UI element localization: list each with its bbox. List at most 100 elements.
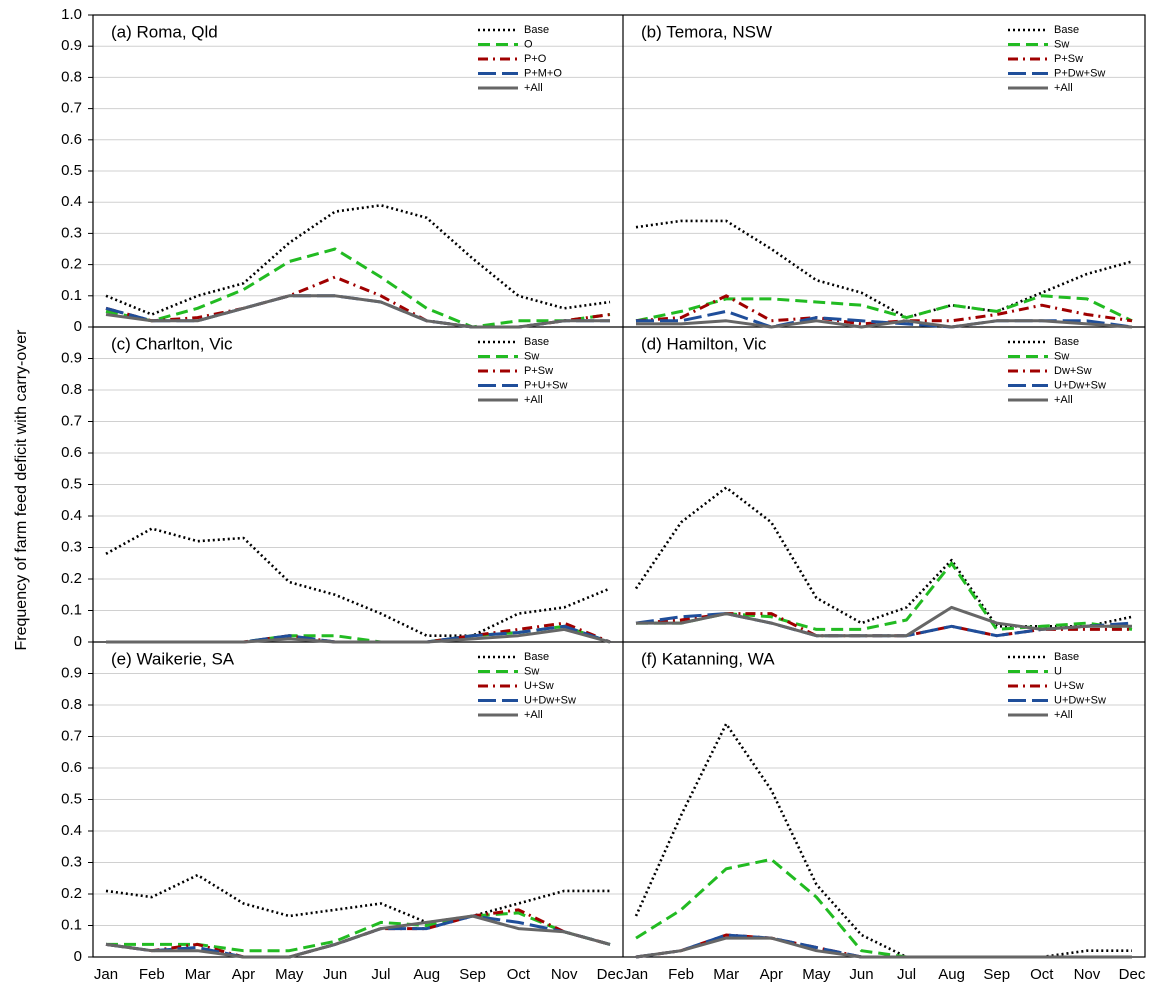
y-tick-label: 0.6 — [61, 131, 82, 148]
legend-label: Sw — [524, 665, 539, 677]
series-line — [105, 247, 611, 329]
legend-label: +All — [1054, 394, 1073, 406]
x-tick-label: Aug — [938, 966, 965, 983]
panel-title: (a) Roma, Qld — [111, 22, 218, 41]
legend-label: +All — [524, 82, 543, 94]
legend-label: Base — [1054, 336, 1079, 348]
y-tick-label: 0.5 — [61, 162, 82, 179]
series-line — [635, 294, 1133, 323]
y-tick-label: 0.3 — [61, 853, 82, 870]
legend-label: Base — [524, 336, 549, 348]
legend-label: O — [524, 38, 533, 50]
legend-label: U+Sw — [524, 680, 554, 692]
x-tick-label: Feb — [139, 966, 165, 983]
legend-label: U+Dw+Sw — [1054, 694, 1106, 706]
legend-label: U+Dw+Sw — [1054, 379, 1106, 391]
legend-label: P+Sw — [524, 365, 553, 377]
y-tick-label: 0 — [74, 318, 82, 335]
y-tick-label: 0.8 — [61, 696, 82, 713]
x-tick-label: Jan — [94, 966, 118, 983]
x-tick-label: Jul — [371, 966, 390, 983]
legend-label: Base — [524, 651, 549, 663]
x-tick-label: May — [802, 966, 831, 983]
y-tick-label: 0.3 — [61, 538, 82, 555]
y-tick-label: 0.1 — [61, 601, 82, 618]
y-tick-label: 0 — [74, 633, 82, 650]
x-tick-label: Dec — [597, 966, 624, 983]
x-tick-label: Jul — [897, 966, 916, 983]
plot-frame — [92, 14, 1146, 958]
y-tick-label: 0 — [74, 948, 82, 965]
y-tick-label: 0.2 — [61, 570, 82, 587]
x-tick-label: Nov — [1074, 966, 1101, 983]
x-tick-label: Apr — [232, 966, 255, 983]
y-tick-label: 0.9 — [61, 37, 82, 54]
y-tick-label: 0.8 — [61, 68, 82, 85]
x-tick-label: Oct — [507, 966, 531, 983]
x-tick-label: Jun — [849, 966, 873, 983]
x-tick-label: Aug — [413, 966, 440, 983]
panel-title: (c) Charlton, Vic — [111, 334, 233, 353]
x-tick-label: Jun — [323, 966, 347, 983]
legend-label: Base — [1054, 651, 1079, 663]
x-tick-label: Sep — [983, 966, 1010, 983]
x-tick-label: Apr — [760, 966, 783, 983]
y-tick-label: 0.1 — [61, 287, 82, 304]
y-tick-label: 0.7 — [61, 100, 82, 117]
legend-label: U+Dw+Sw — [524, 694, 576, 706]
panel-title: (f) Katanning, WA — [641, 649, 775, 668]
panel-title: (e) Waikerie, SA — [111, 649, 235, 668]
legend-label: Base — [524, 24, 549, 36]
y-tick-label: 0.8 — [61, 381, 82, 398]
x-tick-label: Jan — [624, 966, 648, 983]
legend-label: +All — [1054, 709, 1073, 721]
y-tick-label: 1.0 — [61, 6, 82, 23]
legend-label: P+U+Sw — [524, 379, 567, 391]
legend-label: +All — [1054, 82, 1073, 94]
y-tick-label: 0.9 — [61, 664, 82, 681]
y-tick-label: 0.7 — [61, 412, 82, 429]
y-tick-label: 0.6 — [61, 444, 82, 461]
y-tick-label: 0.2 — [61, 256, 82, 273]
x-tick-label: Mar — [713, 966, 739, 983]
series-line — [105, 294, 610, 329]
series-line — [634, 486, 1133, 628]
legend-label: Dw+Sw — [1054, 365, 1092, 377]
y-tick-label: 0.1 — [61, 916, 82, 933]
series-line — [634, 722, 1132, 959]
y-tick-label: 0.4 — [61, 193, 82, 210]
y-tick-label: 0.5 — [61, 475, 82, 492]
legend-label: Sw — [1054, 350, 1069, 362]
y-tick-label: 0.3 — [61, 224, 82, 241]
legend-label: U+Sw — [1054, 680, 1084, 692]
x-tick-label: Feb — [668, 966, 694, 983]
series-line — [105, 204, 611, 316]
y-tick-label: 0.2 — [61, 885, 82, 902]
series-line — [635, 936, 1132, 959]
x-tick-label: Oct — [1030, 966, 1054, 983]
series-line — [636, 319, 1133, 329]
y-axis-label: Frequency of farm feed deficit with carr… — [13, 329, 30, 651]
y-tick-label: 0.5 — [61, 790, 82, 807]
x-tick-label: Mar — [185, 966, 211, 983]
legend-label: +All — [524, 394, 543, 406]
x-tick-label: Dec — [1119, 966, 1146, 983]
series-line — [636, 605, 1132, 638]
series-line — [635, 294, 1133, 326]
legend-label: Sw — [1054, 38, 1069, 50]
legend-label: Base — [1054, 24, 1079, 36]
legend-label: U — [1054, 665, 1062, 677]
y-tick-label: 0.9 — [61, 349, 82, 366]
legend-label: +All — [524, 709, 543, 721]
series-line — [105, 914, 611, 959]
legend-label: P+Sw — [1054, 53, 1083, 65]
panel-title: (d) Hamilton, Vic — [641, 334, 767, 353]
legend-label: Sw — [524, 350, 539, 362]
legend-label: P+O — [524, 53, 547, 65]
x-tick-label: May — [275, 966, 304, 983]
legend-label: P+M+O — [524, 67, 562, 79]
series-line — [106, 627, 611, 644]
series-line — [636, 561, 1133, 631]
series-line — [106, 911, 611, 953]
